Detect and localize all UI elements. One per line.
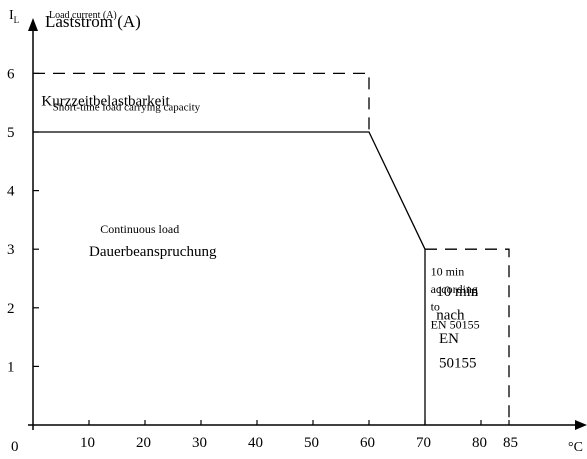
annotation-ten-min-en-3: to bbox=[431, 300, 440, 314]
x-tick-label: 20 bbox=[136, 435, 151, 451]
annotation-ten-min-en-1: 10 min bbox=[431, 265, 465, 279]
y-ticks: 1 2 3 4 5 6 bbox=[7, 66, 39, 375]
y-axis-symbol-subscript: L bbox=[14, 15, 20, 25]
series-line-0 bbox=[33, 131, 426, 425]
y-axis-title: IL Laststrom (A) Load current (A) bbox=[9, 8, 141, 31]
y-axis-label-de: Laststrom (A) bbox=[45, 12, 141, 31]
y-tick-label: 6 bbox=[7, 66, 15, 82]
annotation-ten-min-de-4: 50155 bbox=[439, 356, 477, 372]
y-axis-arrow bbox=[28, 18, 38, 31]
x-tick-label: 70 bbox=[416, 435, 431, 451]
axes bbox=[28, 18, 587, 430]
x-tick-label: 50 bbox=[304, 435, 319, 451]
x-tick-label: 30 bbox=[192, 435, 207, 451]
x-tick-label: 80 bbox=[472, 435, 487, 451]
x-tick-label: 0 bbox=[11, 439, 19, 455]
annotation-continuous-de: Dauerbeanspruchung bbox=[89, 244, 217, 260]
annotation-short-time-en: Short-time load carrying capacity bbox=[53, 101, 201, 113]
series-layer bbox=[33, 72, 510, 425]
y-tick-label: 3 bbox=[7, 242, 15, 258]
x-tick-label: 60 bbox=[360, 435, 375, 451]
x-axis-unit-label: °C bbox=[568, 440, 583, 455]
x-ticks: 0 10 20 30 40 50 60 70 80 85 bbox=[11, 420, 518, 455]
series-line-1 bbox=[33, 72, 370, 132]
series-line-2 bbox=[425, 248, 510, 425]
y-tick-label: 1 bbox=[7, 359, 15, 375]
annotation-ten-min-de-1: 10 min bbox=[436, 284, 479, 300]
y-axis-symbol: IL bbox=[9, 8, 19, 25]
y-tick-label: 5 bbox=[7, 125, 15, 141]
annotation-continuous-en: Continuous load bbox=[100, 222, 179, 236]
x-tick-label: 40 bbox=[248, 435, 263, 451]
annotation-ten-min-en-2: according bbox=[431, 282, 478, 296]
x-axis-arrow bbox=[575, 420, 587, 430]
annotation-ten-min-en-4: EN 50155 bbox=[431, 317, 480, 331]
x-tick-label: 85 bbox=[503, 435, 518, 451]
y-tick-label: 2 bbox=[7, 301, 15, 317]
annotation-ten-min-de-2: nach bbox=[436, 308, 465, 324]
annotation-ten-min-de-3: EN bbox=[439, 331, 459, 347]
y-tick-label: 4 bbox=[7, 184, 15, 200]
y-axis-label-en: Load current (A) bbox=[49, 10, 117, 21]
x-tick-label: 10 bbox=[80, 435, 95, 451]
annotation-short-time-de: Kurzzeitbelastbarkeit bbox=[41, 94, 170, 110]
